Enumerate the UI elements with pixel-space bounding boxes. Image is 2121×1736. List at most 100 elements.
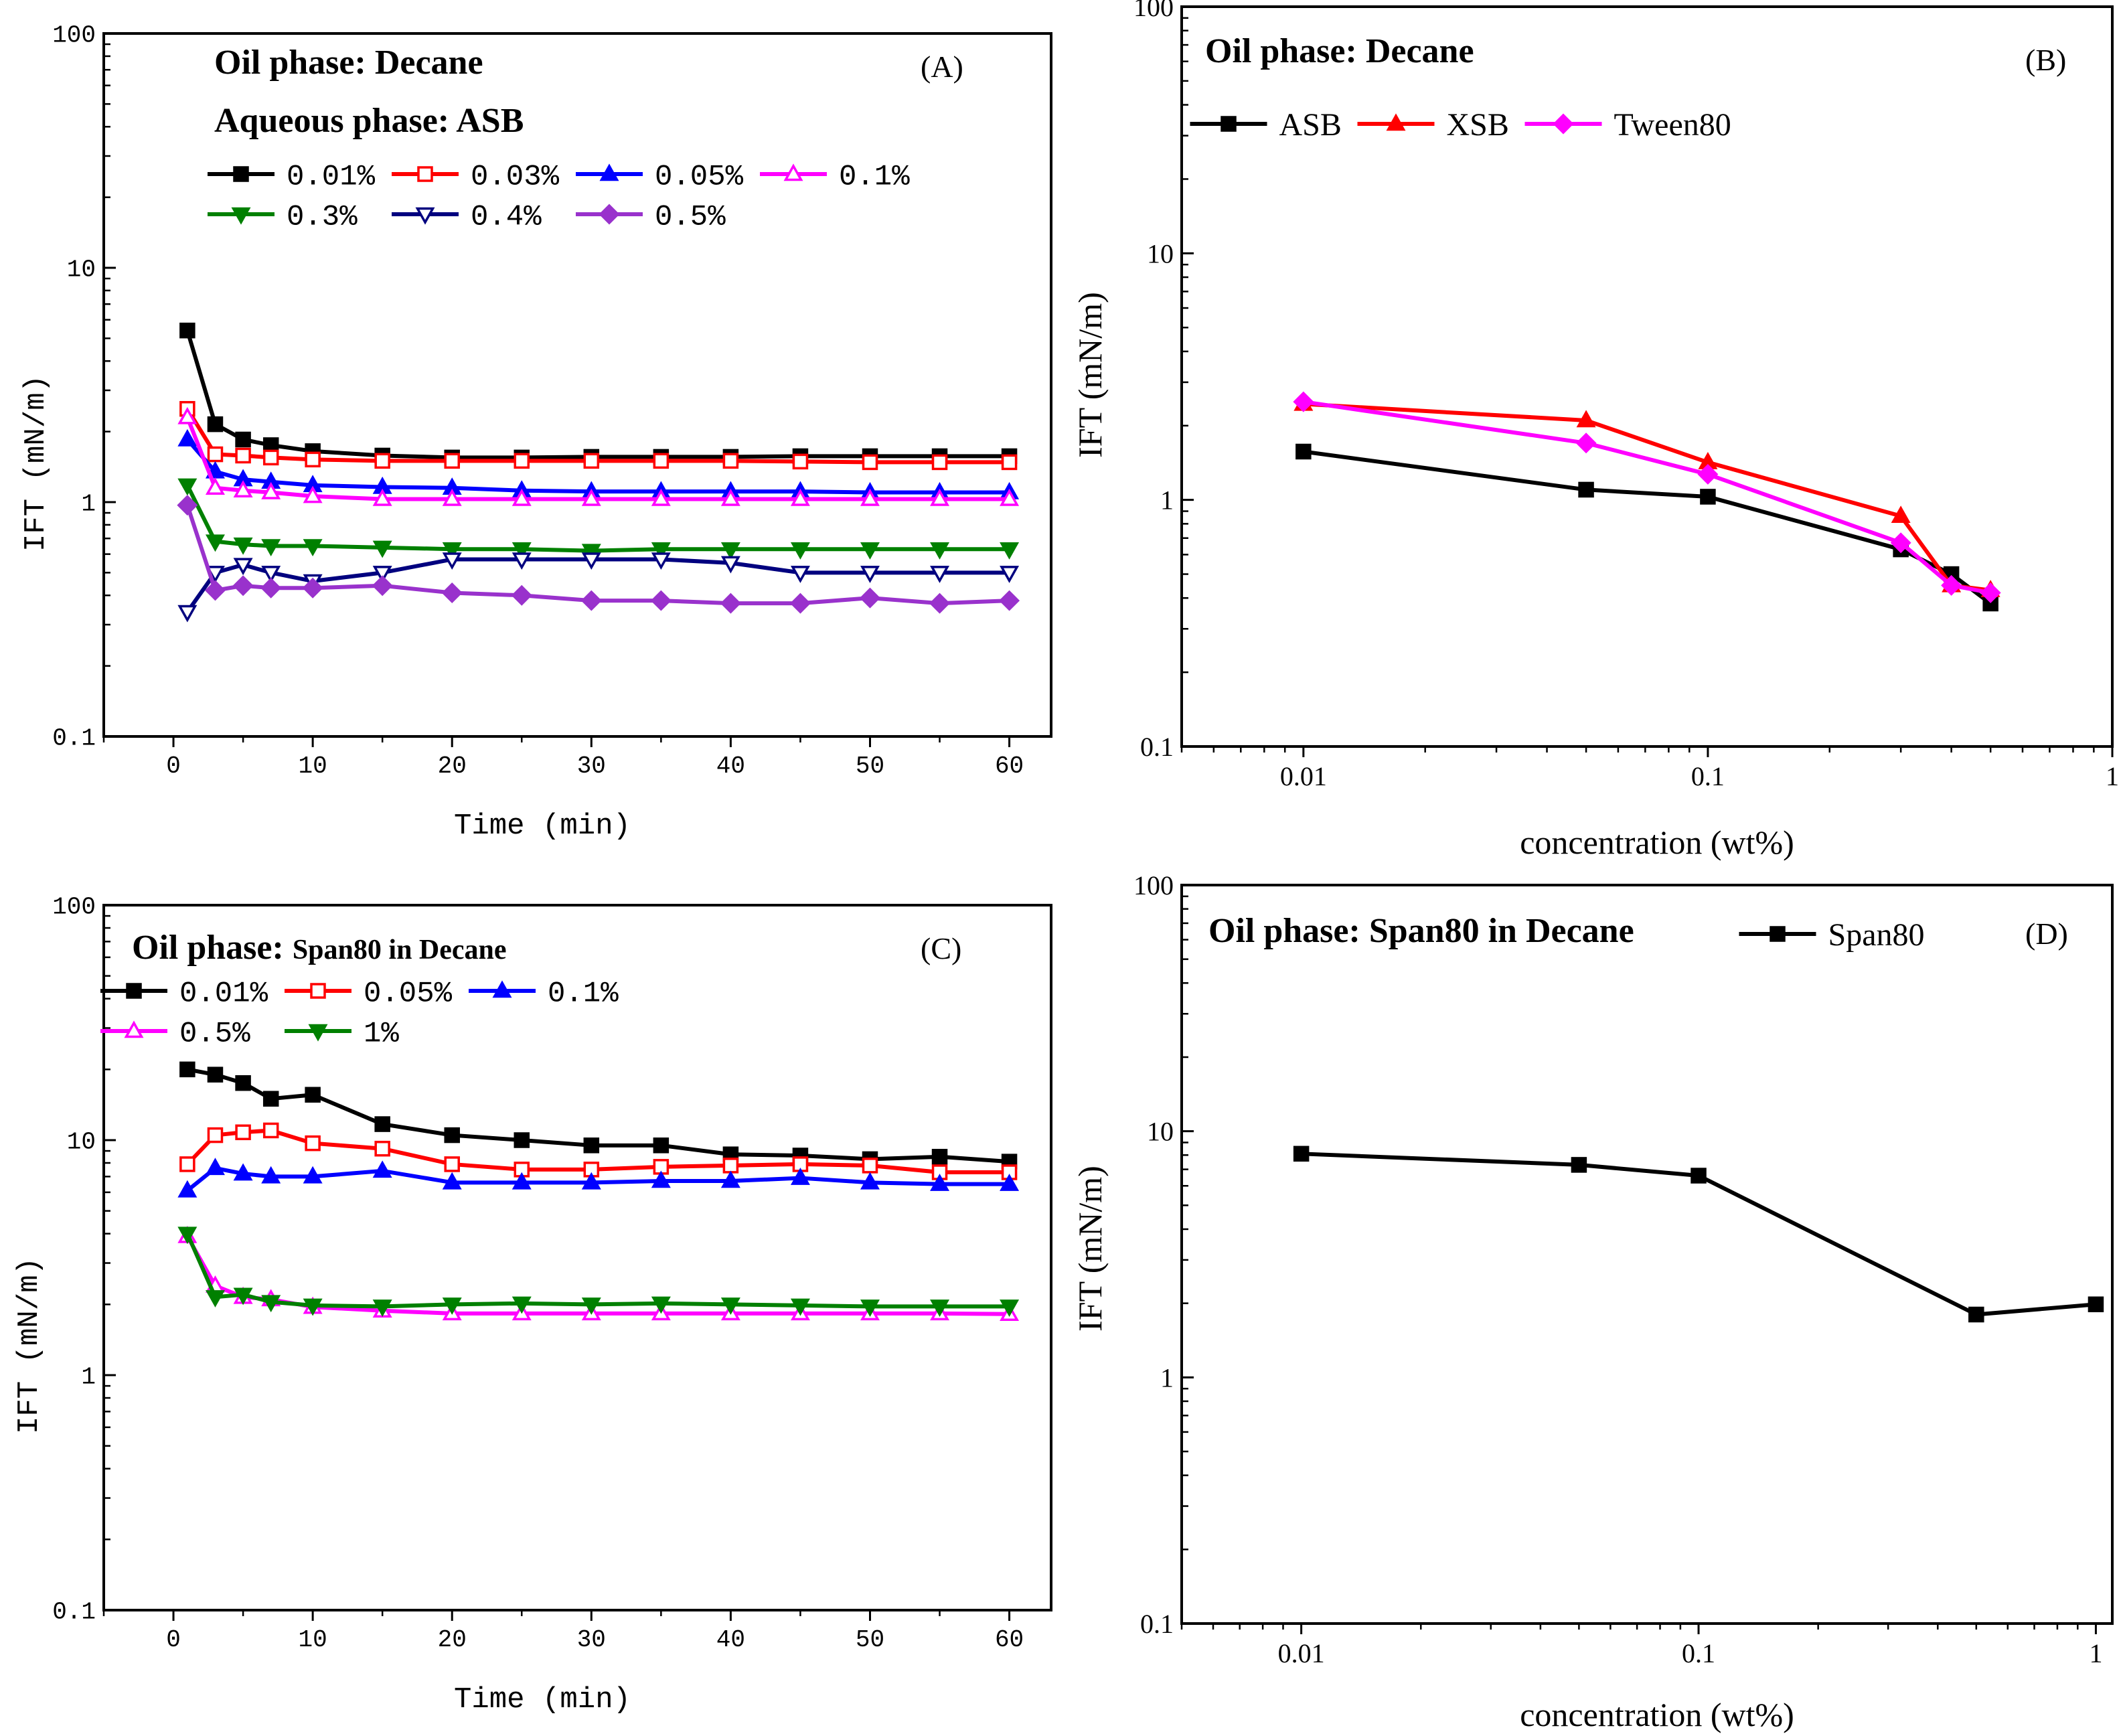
panel-c-series-0-1-point xyxy=(512,1172,532,1190)
panel-c-legend-item-0-01: 0.01% xyxy=(100,977,268,1010)
panel-a-series-0-1-point xyxy=(651,488,671,506)
panel-c-series-1-point xyxy=(581,1297,601,1315)
panel-c-y-tick-label: 1 xyxy=(81,1364,96,1391)
panel-c-series-0-05-point xyxy=(722,1158,739,1174)
panel-c-series-0-1-point xyxy=(303,1166,323,1184)
panel-b-x-tick-label: 0.1 xyxy=(1691,761,1725,791)
panel-c-series-0-01-point xyxy=(207,1067,224,1083)
panel-b-series-tween80 xyxy=(1293,391,2001,603)
panel-c-y-tick-label: 0.1 xyxy=(52,1599,96,1626)
panel-d-y-tick-label: 1 xyxy=(1160,1362,1174,1393)
panel-a-series-0-5 xyxy=(177,495,1020,614)
panel-a-title-line-1: Oil phase: Decane xyxy=(214,44,483,82)
panel-a-title-line-2: Aqueous phase: ASB xyxy=(214,102,524,140)
panel-c-x-tick-label: 40 xyxy=(716,1626,745,1654)
panel-a-series-0-03-point xyxy=(583,453,600,469)
panel-c-series-0-01-point xyxy=(931,1149,948,1165)
panel-a-series-0-3-point xyxy=(177,478,198,496)
panel-a-series-0-3-point xyxy=(790,542,810,560)
panel-c-series-0-1-point xyxy=(720,1170,740,1188)
panel-d: 0.1 1 10 100 0.01 0.1 1 Span80 Oil phase: Span8… xyxy=(1071,870,2114,1733)
panel-a-series-0-5-point xyxy=(860,587,880,609)
panel-b-plot: 0.1 1 10 100 0.01 0.1 1 ASB XSB Tween80 xyxy=(1133,0,2119,791)
panel-a-series-0-1-point xyxy=(860,488,880,506)
panel-b-legend-item-asb-label: ASB xyxy=(1279,107,1342,143)
panel-c-series-0-05-point xyxy=(235,1124,251,1141)
panel-a-series-0-1-point xyxy=(233,480,253,498)
panel-a-legend-item-0-5-label: 0.5% xyxy=(655,200,726,234)
panel-a-y-axis-label: IFT (mN/m) xyxy=(19,375,53,552)
panel-b-y-tick-label: 10 xyxy=(1147,238,1174,268)
panel-d-y-axis-label: IFT (mN/m) xyxy=(1071,1166,1109,1332)
panel-a-series-0-4-point xyxy=(442,552,462,570)
panel-b-series-xsb-point xyxy=(1576,410,1596,428)
panel-a-series-0-4-point xyxy=(651,552,671,570)
panel-b-series-tween80-point xyxy=(1980,582,2001,603)
panel-a-legend-item-0-01-marker xyxy=(233,166,249,182)
panel-c-legend-item-0-01-label: 0.01% xyxy=(179,977,268,1010)
panel-c-y-tick-label: 10 xyxy=(67,1129,96,1156)
panel-c-title-sub: Span80 in Decane xyxy=(293,935,507,965)
panel-c-series-0-01-point xyxy=(305,1087,321,1103)
panel-a-series-0-03-point xyxy=(792,453,809,470)
panel-a-series-0-03-point xyxy=(305,451,321,468)
panel-a-series-0-1-point xyxy=(303,485,323,503)
panel-b-series-asb-point xyxy=(1700,489,1716,505)
panel-d-y-tick-label: 10 xyxy=(1147,1117,1174,1147)
panel-c-legend-item-0-01-marker xyxy=(126,983,142,999)
panel-c-series-1-point xyxy=(442,1297,462,1315)
panel-a-series-0-1-point xyxy=(442,488,462,506)
panel-d-series-span80-point xyxy=(1968,1306,1984,1323)
panel-a-series-0-5-point xyxy=(929,593,951,614)
panel-c-series-1-point xyxy=(720,1297,740,1315)
panel-a-x-tick-label: 50 xyxy=(856,753,884,780)
panel-a-series-0-03-point xyxy=(374,453,390,469)
panel-a-legend-item-0-3: 0.3% xyxy=(208,200,358,234)
panel-c-legend-item-0-1-label: 0.1% xyxy=(548,977,619,1010)
panel-c-x-tick-label: 30 xyxy=(577,1626,606,1654)
panel-b-legend-item-xsb-label: XSB xyxy=(1447,107,1509,143)
panel-a-legend-item-0-1: 0.1% xyxy=(760,160,910,193)
panel-a-y-tick-label: 0.1 xyxy=(52,725,96,753)
panel-d-label: (D) xyxy=(2025,917,2068,951)
panel-a-legend-item-0-03-marker xyxy=(417,166,433,182)
panel-b-series-tween80-point xyxy=(1890,532,1911,554)
panel-a-series-0-5-point xyxy=(372,575,393,597)
panel-b-series-tween80-point xyxy=(1575,432,1597,454)
panel-a-series-0-03-point xyxy=(1001,454,1018,471)
panel-c-series-0-1-point xyxy=(860,1172,880,1190)
panel-c-series-0-1-point xyxy=(261,1166,281,1184)
panel-a-series-0-4-point xyxy=(177,605,198,623)
panel-c-series-0-1-point xyxy=(1000,1174,1020,1191)
panel-a-series-0-3-point xyxy=(720,542,740,560)
panel-c-series-0-05-point xyxy=(179,1156,195,1172)
panel-c-x-tick-label: 60 xyxy=(995,1626,1024,1654)
panel-a-series-0-03 xyxy=(179,400,1018,471)
panel-b-series-xsb-point xyxy=(1891,505,1911,524)
panel-a-series-0-1-point xyxy=(261,481,281,499)
panel-c-plot-frame xyxy=(102,904,1052,1611)
panel-c-series-1-point xyxy=(651,1296,671,1314)
panel-a-legend-item-0-03: 0.03% xyxy=(392,160,560,193)
panel-c-series-0-05-point xyxy=(207,1127,224,1143)
panel-a-series-0-03-point xyxy=(653,453,670,469)
panel-a-legend-item-0-3-label: 0.3% xyxy=(287,200,358,234)
panel-a-series-0-1-point xyxy=(205,477,225,495)
panel-c-legend-item-0-5-marker xyxy=(124,1020,144,1038)
panel-a-series-0-3-point xyxy=(261,539,281,557)
panel-c-series-0-01-point xyxy=(514,1132,530,1148)
panel-a-series-0-3-point xyxy=(233,537,253,555)
panel-d-series-span80-point xyxy=(1691,1168,1707,1184)
panel-a-legend-item-0-03-label: 0.03% xyxy=(471,160,560,193)
panel-c-series-0-05-point xyxy=(305,1135,321,1152)
panel-c-series-0-1-point xyxy=(372,1160,392,1178)
panel-c-series-0-1 xyxy=(177,1158,1020,1198)
panel-b-legend-item-tween80-label: Tween80 xyxy=(1614,107,1731,143)
panel-a-x-tick-label: 0 xyxy=(166,753,181,780)
panel-b-legend-item-xsb: XSB xyxy=(1357,107,1509,143)
panel-a-series-0-03-point xyxy=(722,453,739,469)
panel-c: 0.1 1 10 100 0 10 20 30 40 50 60 0.01% 0.05% 0.1% 0.5%… xyxy=(13,894,1052,1717)
panel-c-x-tick-label: 50 xyxy=(856,1626,884,1654)
panel-a-series-0-3-point xyxy=(651,542,671,560)
panel-b-legend-item-xsb-marker xyxy=(1386,113,1406,131)
